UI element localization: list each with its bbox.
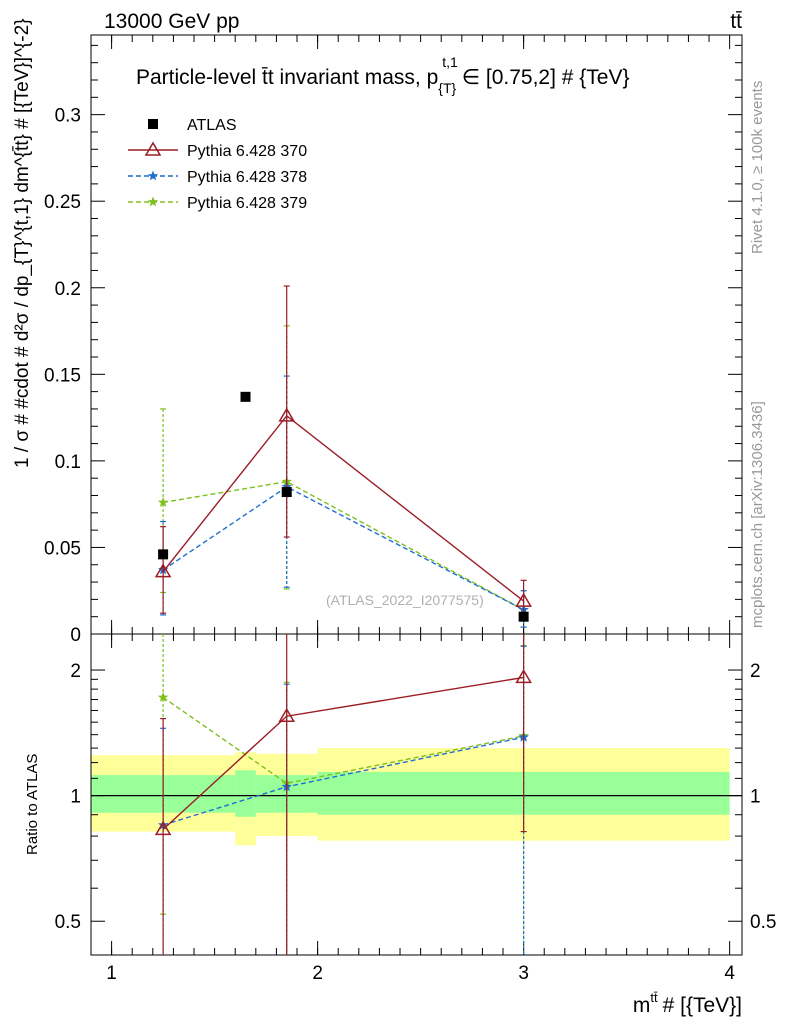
x-tick-label: 4	[724, 963, 735, 984]
y-tick-label: 0.1	[55, 452, 81, 473]
main-atlas-point	[281, 487, 292, 498]
main-pythia-6-428-379-line	[162, 480, 524, 611]
legend-marker	[148, 119, 158, 129]
ratio-pythia-6-428-370-point	[515, 668, 532, 684]
legend-label: ATLAS	[187, 117, 237, 134]
plot-title: Particle-level t̄t invariant mass, p{T} t…	[136, 54, 630, 96]
xlabel-sup: tt̄	[650, 990, 658, 1005]
main-plot: 0 0.05 0.1 0.15 0.2 0.25 0.3	[44, 34, 743, 646]
ratio-y-tick-label: 2	[70, 661, 81, 682]
main-pythia-6-428-370-point	[154, 563, 172, 578]
energy-label: 13000 GeV pp	[104, 10, 239, 33]
analysis-id: (ATLAS_2022_I2077575)	[326, 592, 484, 608]
legend-marker	[144, 141, 162, 156]
rivet-label: Rivet 4.1.0, ≥ 100k events	[749, 81, 766, 254]
legend: ATLAS Pythia 6.428 370 Pythia 6.428 378 Pyt…	[128, 117, 307, 212]
main-pythia-6-428-370-point	[515, 592, 532, 607]
ratio-y-tick-label: 1	[70, 787, 81, 808]
y-tick-label: 0.3	[55, 106, 81, 127]
ratio-y-tick-label: 0.5	[55, 912, 81, 933]
x-tick-label: 2	[312, 963, 323, 984]
main-ylabel: 1 / σ # #cdot # d²σ / dp_{T}^{t,1} dm^{t…	[12, 19, 33, 469]
legend-marker	[147, 170, 159, 181]
title-sub: {T}	[438, 80, 456, 96]
title-sup: t,1	[442, 54, 458, 70]
ratio-frame	[90, 633, 743, 956]
y-tick-label: 0.2	[55, 279, 81, 300]
x-axis-label: mtt̄ # [{TeV}]	[633, 990, 742, 1017]
ratio-y-tick-label-right: 1	[750, 787, 761, 808]
x-tick-label: 3	[518, 963, 529, 984]
y-tick-label: 0.25	[44, 192, 81, 213]
main-atlas-point	[240, 391, 251, 402]
ratio-pythia-6-428-370-point	[154, 820, 172, 836]
legend-label: Pythia 6.428 370	[187, 143, 307, 160]
xlabel-rest: # [{TeV}]	[663, 994, 742, 1017]
title-main: Particle-level t̄t invariant mass, p	[136, 66, 438, 89]
y-tick-label: 0.15	[44, 365, 81, 386]
main-atlas-point	[158, 549, 169, 560]
mcplots-label: mcplots.cern.ch [arXiv:1306.3436]	[749, 401, 766, 628]
ratio-ylabel: Ratio to ATLAS	[24, 754, 41, 855]
main-atlas-point	[518, 611, 529, 622]
process-label: tt̄	[730, 10, 742, 33]
y-tick-label: 0.05	[44, 538, 81, 559]
ratio-y-tick-label-right: 0.5	[750, 912, 776, 933]
ratio-pythia-6-428-379-line	[162, 696, 524, 785]
main-pythia-6-428-379-point	[157, 496, 169, 507]
legend-label: Pythia 6.428 378	[187, 169, 307, 186]
y-tick-label: 0	[70, 625, 81, 646]
ratio-plot: 0.5 0.5 1 1 2 2 1 2 3 4	[55, 633, 776, 984]
ratio-pythia-6-428-370-point	[278, 707, 296, 722]
xlabel-main: m	[633, 994, 651, 1017]
ratio-band-green	[235, 770, 256, 817]
main-pythia-6-428-370-line	[162, 414, 525, 602]
ratio-pythia-6-428-379-point	[157, 691, 169, 702]
title-rest: ∈ [0.75,2] # {TeV}	[462, 66, 630, 89]
x-tick-label: 1	[106, 963, 117, 984]
legend-marker	[147, 196, 159, 207]
main-pythia-6-428-370-point	[278, 407, 296, 422]
ratio-y-tick-label-right: 2	[750, 661, 761, 682]
legend-label: Pythia 6.428 379	[187, 195, 307, 212]
